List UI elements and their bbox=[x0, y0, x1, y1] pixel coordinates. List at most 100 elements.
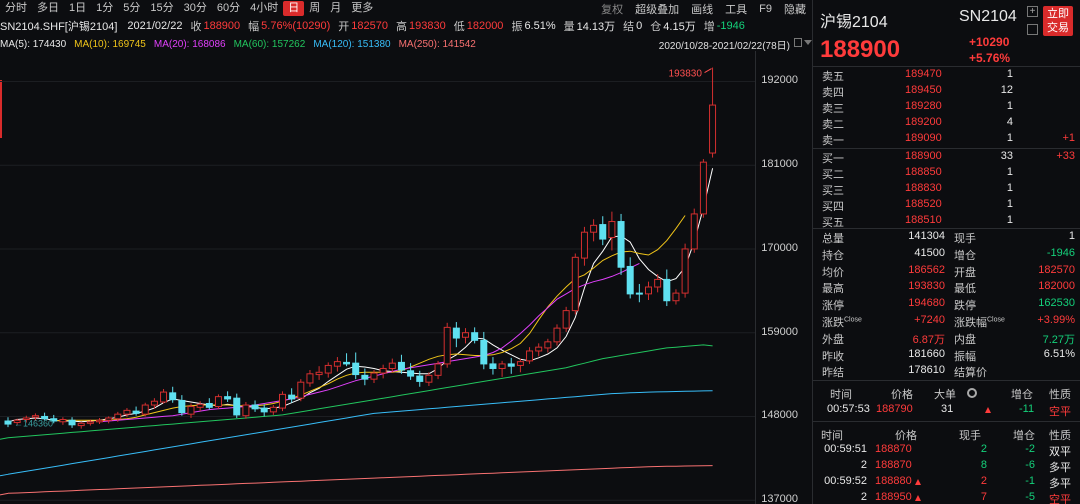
stat-label: 涨跌Close bbox=[822, 316, 862, 329]
candle-body bbox=[498, 363, 506, 369]
period-tab[interactable]: 1分 bbox=[96, 2, 114, 14]
orderbook-row[interactable]: 买五 188510 1 bbox=[813, 213, 1080, 229]
tool-button[interactable]: 超级叠加 bbox=[635, 3, 680, 16]
tick-nature: 多平 bbox=[1049, 462, 1071, 474]
candlestick-chart[interactable]: 193830 ←146360 bbox=[0, 51, 812, 504]
orderbook-row[interactable]: 买二 188850 1 bbox=[813, 165, 1080, 181]
big-order-cell: 00:57:53 bbox=[827, 403, 870, 415]
orderbook-row[interactable]: 买一 188900 33 +33 bbox=[813, 149, 1080, 165]
arrow-up-icon bbox=[915, 495, 921, 501]
candle-body bbox=[443, 326, 451, 365]
orderbook-volume: 4 bbox=[1006, 116, 1013, 128]
divider bbox=[813, 228, 1080, 229]
big-order-row[interactable]: 00:57:53 188790 31 -11 空平 bbox=[813, 402, 1080, 418]
stat-row: 昨结 178610 结算价 bbox=[813, 363, 1080, 379]
orderbook-row[interactable]: 卖二 189200 4 bbox=[813, 115, 1080, 131]
orderbook-price: 188830 bbox=[905, 182, 942, 194]
stat-row: 总量 141304 现手 1 bbox=[813, 229, 1080, 245]
candle-body bbox=[50, 418, 58, 422]
tick-time: 00:59:52 bbox=[824, 475, 867, 487]
orderbook-price: 189280 bbox=[905, 100, 942, 112]
candle-body bbox=[187, 406, 195, 415]
calendar-icon[interactable] bbox=[794, 38, 802, 47]
candle-body bbox=[4, 420, 12, 425]
tick-nature: 空平 bbox=[1049, 494, 1071, 504]
candle-body bbox=[416, 375, 424, 382]
divider bbox=[813, 66, 1080, 67]
add-watchlist-icon[interactable]: + bbox=[1027, 6, 1038, 17]
period-tab[interactable]: 5分 bbox=[123, 2, 141, 14]
grid-icon[interactable] bbox=[1027, 24, 1038, 35]
candle-body bbox=[370, 372, 378, 380]
tool-button[interactable]: F9 bbox=[759, 2, 772, 15]
period-tab[interactable]: 1日 bbox=[69, 2, 87, 14]
tool-button[interactable]: 隐藏 bbox=[784, 3, 806, 16]
ma5-legend: MA(5): 174430 bbox=[0, 38, 67, 50]
candle-body bbox=[635, 292, 643, 295]
info-oi-chg: -1946 bbox=[716, 19, 745, 32]
tool-button[interactable]: 工具 bbox=[725, 3, 748, 16]
tool-button[interactable]: 复权 bbox=[601, 3, 624, 16]
quote-header: 沪锡2104 SN2104 + 立即交易 188900 +10290 +5.76… bbox=[813, 0, 1080, 66]
period-tab[interactable]: 多日 bbox=[37, 2, 59, 14]
candle-body bbox=[114, 413, 122, 420]
orderbook-label: 买四 bbox=[822, 201, 844, 213]
orderbook-volume: 1 bbox=[1006, 68, 1013, 80]
ma60-legend: MA(60): 157262 bbox=[233, 38, 306, 50]
stat-label: 最低 bbox=[954, 283, 976, 296]
candle-body bbox=[169, 392, 177, 401]
candle-body bbox=[141, 404, 149, 415]
stat-value: +3.99% bbox=[1037, 314, 1075, 326]
info-high-label: 高 bbox=[396, 20, 407, 33]
tick-oi-change: -5 bbox=[1025, 491, 1035, 503]
date-range[interactable]: 2020/10/28-2021/02/22(78日) bbox=[658, 41, 790, 52]
period-tab[interactable]: 60分 bbox=[216, 2, 241, 14]
candle-body bbox=[709, 104, 717, 154]
candle-body bbox=[599, 224, 607, 240]
period-tab[interactable]: 更多 bbox=[351, 2, 374, 14]
stat-row: 涨停 194680 跌停 162530 bbox=[813, 296, 1080, 312]
period-tab[interactable]: 月 bbox=[330, 2, 342, 14]
orderbook-row[interactable]: 卖五 189470 1 bbox=[813, 67, 1080, 83]
orderbook-row[interactable]: 卖三 189280 1 bbox=[813, 99, 1080, 115]
ma20-legend: MA(20): 168086 bbox=[153, 38, 226, 50]
period-tab[interactable]: 15分 bbox=[150, 2, 174, 14]
tick-row[interactable]: 2 188950 7 -5 空平 bbox=[813, 490, 1080, 504]
period-tab[interactable]: 周 bbox=[309, 2, 321, 14]
tick-row[interactable]: 00:59:51 188870 2 -2 双平 bbox=[813, 442, 1080, 458]
orderbook-row[interactable]: 买三 188830 1 bbox=[813, 181, 1080, 197]
candle-body bbox=[269, 406, 277, 413]
column-header: 大单 bbox=[934, 389, 956, 401]
stat-value: 182000 bbox=[1038, 280, 1075, 293]
ma60-line bbox=[7, 344, 713, 439]
candle-body bbox=[407, 370, 415, 377]
candle-body bbox=[489, 363, 497, 369]
orderbook-row[interactable]: 买四 188520 1 bbox=[813, 197, 1080, 213]
period-tab[interactable]: 30分 bbox=[183, 2, 207, 14]
info-amp: 6.51% bbox=[524, 19, 556, 32]
ma250-legend: MA(250): 141542 bbox=[398, 38, 476, 50]
info-oi-chg-label: 增 bbox=[703, 20, 715, 33]
orderbook-row[interactable]: 卖四 189450 12 bbox=[813, 83, 1080, 99]
candle-body bbox=[690, 213, 698, 250]
info-close-label: 收 bbox=[190, 20, 202, 33]
gear-icon[interactable] bbox=[967, 388, 977, 398]
candle-body bbox=[672, 292, 680, 302]
tick-row[interactable]: 2 188870 8 -6 多平 bbox=[813, 458, 1080, 474]
period-tab[interactable]: 分时 bbox=[5, 2, 27, 14]
tool-button[interactable]: 画线 bbox=[691, 3, 714, 16]
tick-oi-change: -2 bbox=[1025, 443, 1035, 455]
orderbook-row[interactable]: 卖一 189090 1 +1 bbox=[813, 131, 1080, 147]
orderbook-price: 189470 bbox=[905, 68, 942, 80]
candle-body bbox=[553, 327, 561, 343]
info-open: 182570 bbox=[351, 19, 388, 32]
tick-time: 2 bbox=[860, 459, 867, 471]
period-tab[interactable]: 日 bbox=[283, 1, 305, 16]
chevron-down-icon[interactable] bbox=[804, 40, 812, 45]
tick-volume: 8 bbox=[980, 459, 987, 471]
trade-now-button[interactable]: 立即交易 bbox=[1043, 6, 1073, 36]
tick-row[interactable]: 00:59:52 188880 2 -1 多平 bbox=[813, 474, 1080, 490]
candle-body bbox=[681, 248, 689, 294]
period-tab[interactable]: 4小时 bbox=[250, 2, 279, 14]
stat-label: 涨跌幅Close bbox=[954, 316, 1005, 329]
